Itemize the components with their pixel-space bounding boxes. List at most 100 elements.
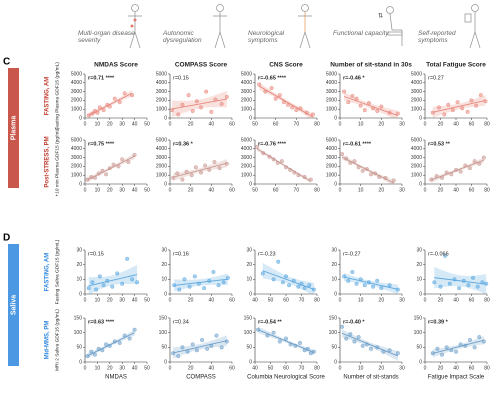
y-axis-label: +10 min Plasma GDF15 (pg/mL) xyxy=(54,127,60,197)
x-tick-label: 10 xyxy=(358,297,364,303)
annotation: r=0.39 * xyxy=(428,319,449,325)
x-tick-label: 60 xyxy=(229,297,235,303)
y-tick-label: 1000 xyxy=(156,173,167,179)
annotation: r=0.34 xyxy=(173,319,189,325)
y-tick-label: 5000 xyxy=(326,137,337,143)
point xyxy=(466,283,471,288)
x-tick-label: 0 xyxy=(424,187,427,193)
point xyxy=(193,165,198,170)
trend-line xyxy=(262,270,315,290)
point xyxy=(97,274,102,279)
point xyxy=(117,100,122,105)
y-tick-label: 5000 xyxy=(241,71,252,77)
y-tick-label: 4000 xyxy=(326,146,337,152)
x-tick-label: 40 xyxy=(453,297,459,303)
x-tick-label: 0 xyxy=(84,365,87,371)
y-tick-label: 0 xyxy=(419,359,422,365)
trend-line xyxy=(258,85,314,118)
trend-line xyxy=(344,276,398,290)
point xyxy=(383,175,388,180)
point xyxy=(461,278,466,283)
point xyxy=(135,280,140,285)
x-tick-label: 10 xyxy=(95,187,101,193)
point xyxy=(120,157,125,162)
point xyxy=(340,324,345,329)
point xyxy=(107,166,112,171)
x-tick-label: 60 xyxy=(469,297,475,303)
y-tick-label: 20 xyxy=(76,262,82,268)
y-tick-label: 10 xyxy=(331,277,337,283)
y-tick-label: 5000 xyxy=(156,137,167,143)
point xyxy=(362,108,367,113)
point xyxy=(172,283,177,288)
trend-line xyxy=(256,148,312,182)
point xyxy=(291,278,296,283)
y-tick-label: 2000 xyxy=(326,164,337,170)
point xyxy=(271,330,276,335)
point xyxy=(305,346,310,351)
point xyxy=(96,346,101,351)
annotation: r=0.36 * xyxy=(173,141,194,147)
point xyxy=(214,333,219,338)
point xyxy=(276,259,281,264)
x-tick-label: 40 xyxy=(132,187,138,193)
point xyxy=(219,101,224,106)
point xyxy=(104,342,109,347)
annotation: r=-0.066 xyxy=(428,251,449,257)
point xyxy=(184,169,189,174)
x-tick-label: 50 xyxy=(252,187,258,193)
point xyxy=(263,89,268,94)
x-tick-label: 40 xyxy=(209,187,215,193)
point xyxy=(298,106,303,111)
annotation: r=-0.61 **** xyxy=(343,141,372,147)
annotation: r=0.71 **** xyxy=(88,75,115,81)
condition-label: FASTING, AM xyxy=(45,77,51,115)
x-tick-label: 40 xyxy=(252,297,258,303)
annotation: r=-0.54 ** xyxy=(258,319,283,325)
point xyxy=(304,110,309,115)
point xyxy=(346,100,351,105)
y-tick-label: 150 xyxy=(74,315,83,321)
point xyxy=(342,89,347,94)
point xyxy=(446,102,451,107)
trend-line xyxy=(174,278,228,286)
x-axis-label: Fatigue Impact Scale xyxy=(428,375,485,381)
point xyxy=(85,354,90,359)
point xyxy=(449,348,454,353)
point xyxy=(463,343,468,348)
x-tick-label: 10 xyxy=(358,365,364,371)
y-tick-label: 1000 xyxy=(71,107,82,113)
y-tick-label: 3000 xyxy=(326,155,337,161)
x-tick-label: 20 xyxy=(188,121,194,127)
point xyxy=(465,109,470,114)
point xyxy=(366,101,371,106)
x-tick-label: 0 xyxy=(339,187,342,193)
point xyxy=(101,283,106,288)
point xyxy=(348,160,353,165)
point xyxy=(430,351,435,356)
point xyxy=(219,345,224,350)
x-tick-label: 50 xyxy=(144,365,150,371)
x-tick-label: 30 xyxy=(119,187,125,193)
point xyxy=(255,145,260,150)
y-tick-label: 2000 xyxy=(156,98,167,104)
point xyxy=(207,167,212,172)
point xyxy=(122,91,127,96)
y-tick-label: 4000 xyxy=(71,146,82,152)
point xyxy=(455,100,460,105)
point xyxy=(89,174,94,179)
point xyxy=(281,100,286,105)
x-tick-label: 60 xyxy=(273,187,279,193)
x-tick-label: 0 xyxy=(339,365,342,371)
y-tick-label: 1000 xyxy=(241,173,252,179)
point xyxy=(348,332,353,337)
section-bar xyxy=(8,244,19,366)
x-tick-label: 20 xyxy=(188,297,194,303)
annotation: r=-0.76 **** xyxy=(258,141,287,147)
annotation: r=-0.27 xyxy=(343,251,361,257)
x-tick-label: 40 xyxy=(453,121,459,127)
point xyxy=(467,338,472,343)
x-tick-label: 0 xyxy=(424,121,427,127)
x-tick-label: 30 xyxy=(399,297,405,303)
y-tick-label: 0 xyxy=(249,181,252,187)
